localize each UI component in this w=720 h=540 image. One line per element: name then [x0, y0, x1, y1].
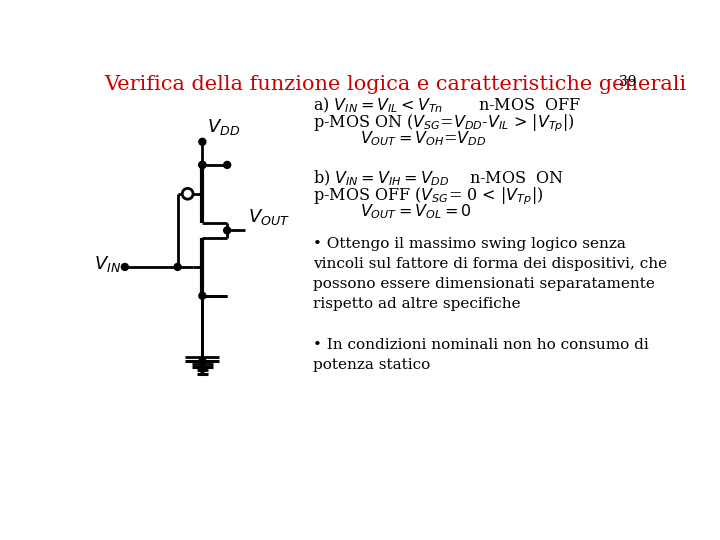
Text: $V_{IN}$: $V_{IN}$: [94, 254, 121, 274]
Text: b) $V_{IN} = V_{IH} = V_{DD}$    n-MOS  ON: b) $V_{IN} = V_{IH} = V_{DD}$ n-MOS ON: [313, 168, 564, 188]
Text: $V_{OUT} = V_{OL} = 0$: $V_{OUT} = V_{OL} = 0$: [360, 202, 472, 221]
Circle shape: [122, 264, 128, 271]
Circle shape: [199, 138, 206, 145]
Circle shape: [199, 366, 206, 373]
Circle shape: [199, 358, 206, 365]
Circle shape: [174, 264, 181, 271]
Text: p-MOS OFF ($V_{SG}$= 0 < |$V_{Tp}$|): p-MOS OFF ($V_{SG}$= 0 < |$V_{Tp}$|): [313, 186, 544, 207]
Text: • Ottengo il massimo swing logico senza
vincoli sul fattore di forma dei disposi: • Ottengo il massimo swing logico senza …: [313, 237, 667, 312]
Text: $V_{OUT}$: $V_{OUT}$: [248, 207, 290, 227]
Circle shape: [224, 161, 230, 168]
Text: • In condizioni nominali non ho consumo di
potenza statico: • In condizioni nominali non ho consumo …: [313, 338, 649, 372]
Text: a) $V_{IN} = V_{IL} < V_{Tn}$       n-MOS  OFF: a) $V_{IN} = V_{IL} < V_{Tn}$ n-MOS OFF: [313, 96, 581, 115]
Circle shape: [199, 161, 206, 168]
Text: $V_{OUT} = V_{OH}$=$V_{DD}$: $V_{OUT} = V_{OH}$=$V_{DD}$: [360, 130, 486, 148]
Text: Verifica della funzione logica e caratteristiche generali: Verifica della funzione logica e caratte…: [104, 75, 686, 94]
Text: 39: 39: [619, 75, 636, 89]
Circle shape: [199, 161, 206, 168]
Circle shape: [199, 292, 206, 299]
Text: p-MOS ON ($V_{SG}$=$V_{DD}$-$V_{IL}$ > |$V_{Tp}$|): p-MOS ON ($V_{SG}$=$V_{DD}$-$V_{IL}$ > |…: [313, 112, 575, 134]
Text: $V_{DD}$: $V_{DD}$: [207, 117, 240, 137]
Circle shape: [224, 227, 230, 234]
